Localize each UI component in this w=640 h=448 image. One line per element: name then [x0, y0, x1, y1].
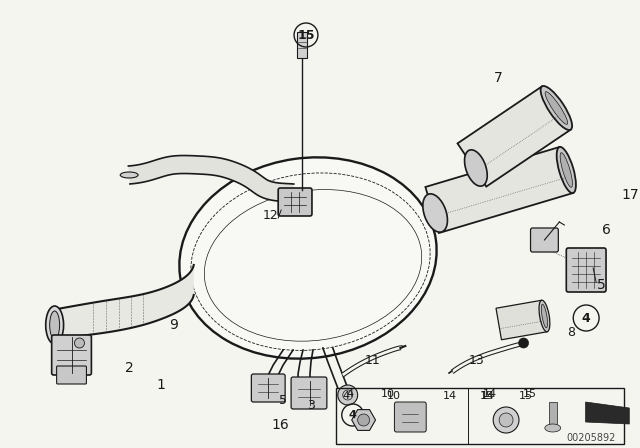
Text: 16: 16	[271, 418, 289, 432]
Text: 8: 8	[567, 326, 575, 339]
Ellipse shape	[45, 306, 63, 344]
Bar	[297, 32, 307, 58]
Polygon shape	[352, 409, 376, 431]
Text: 10: 10	[387, 391, 401, 401]
Text: 12: 12	[262, 208, 278, 221]
Text: 4: 4	[346, 389, 353, 399]
Text: 17: 17	[621, 188, 639, 202]
Ellipse shape	[465, 150, 487, 186]
FancyBboxPatch shape	[291, 377, 327, 409]
Ellipse shape	[179, 157, 436, 359]
Text: 14: 14	[443, 391, 457, 401]
Bar	[336, 388, 624, 444]
Text: 15: 15	[519, 391, 533, 401]
FancyBboxPatch shape	[394, 402, 426, 432]
FancyBboxPatch shape	[56, 366, 86, 384]
Text: 15: 15	[480, 391, 494, 401]
Ellipse shape	[545, 424, 561, 432]
Polygon shape	[426, 147, 573, 233]
Circle shape	[518, 338, 529, 348]
Ellipse shape	[557, 147, 576, 193]
FancyBboxPatch shape	[566, 248, 606, 292]
Text: 00205892: 00205892	[566, 433, 616, 443]
Ellipse shape	[545, 92, 568, 125]
Ellipse shape	[541, 304, 548, 328]
Text: 2: 2	[125, 361, 134, 375]
FancyBboxPatch shape	[278, 188, 312, 216]
Text: 4: 4	[342, 391, 349, 401]
Circle shape	[74, 338, 84, 348]
Text: 1: 1	[157, 378, 165, 392]
Text: 11: 11	[365, 353, 380, 366]
Polygon shape	[129, 155, 294, 202]
Text: 7: 7	[494, 71, 503, 85]
Polygon shape	[586, 402, 629, 424]
FancyBboxPatch shape	[52, 335, 92, 375]
Ellipse shape	[423, 194, 447, 232]
Text: 4: 4	[349, 410, 356, 420]
Polygon shape	[52, 265, 194, 340]
Text: 14: 14	[483, 389, 497, 399]
Circle shape	[493, 407, 519, 433]
Text: 15: 15	[297, 29, 315, 42]
Ellipse shape	[50, 311, 60, 339]
Circle shape	[358, 414, 369, 426]
Text: 10: 10	[380, 389, 394, 399]
Text: 3: 3	[307, 399, 315, 412]
Text: 9: 9	[170, 318, 179, 332]
FancyBboxPatch shape	[252, 374, 285, 402]
Ellipse shape	[541, 86, 572, 130]
Text: 15: 15	[523, 389, 537, 399]
Circle shape	[499, 413, 513, 427]
Ellipse shape	[539, 300, 550, 332]
Ellipse shape	[120, 172, 138, 178]
Text: 5: 5	[596, 278, 605, 292]
Polygon shape	[458, 86, 571, 187]
Text: 6: 6	[602, 223, 611, 237]
Ellipse shape	[560, 153, 572, 187]
Bar	[549, 402, 557, 426]
Polygon shape	[496, 300, 547, 340]
FancyBboxPatch shape	[531, 228, 558, 252]
Text: 14: 14	[481, 391, 495, 401]
Text: 13: 13	[469, 353, 484, 366]
Circle shape	[338, 385, 358, 405]
Text: 5: 5	[279, 393, 287, 406]
Text: 4: 4	[582, 311, 591, 324]
